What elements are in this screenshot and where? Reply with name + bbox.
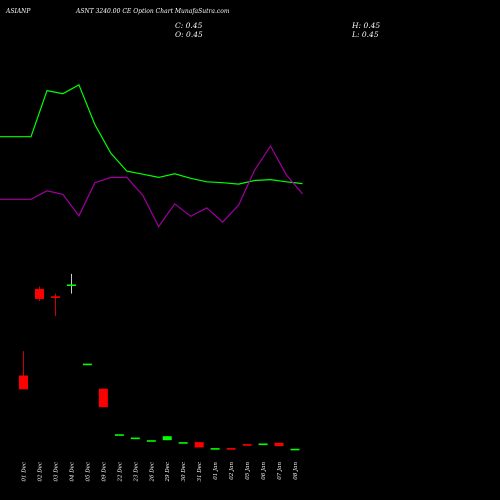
candle-body-22-dec: [114, 434, 124, 436]
candle-body-05-jan: [242, 444, 252, 446]
x-tick-label: 02 Dec: [37, 462, 43, 482]
candle-body-09-dec: [98, 388, 108, 408]
symbol-label: ASIANP: [6, 8, 31, 15]
x-tick-label: 02 Jan: [229, 462, 235, 480]
candle-body-23-dec: [130, 437, 140, 440]
low-value: L: 0.45: [352, 30, 379, 39]
candle-body-31-dec: [194, 442, 204, 448]
x-tick-label: 05 Dec: [85, 462, 91, 482]
indicator-line-2: [0, 144, 303, 228]
x-tick-label: 31 Dec: [197, 462, 203, 482]
x-tick-label: 08 Jan: [293, 462, 299, 480]
x-tick-label: 09 Dec: [101, 462, 107, 482]
open-value: O: 0.45: [175, 30, 203, 39]
candle-body-01-jan: [210, 448, 220, 450]
candle-body-06-jan: [258, 443, 268, 446]
candle-body-03-dec: [50, 296, 60, 298]
candle-body-29-dec: [162, 436, 172, 441]
candle-body-01-dec: [19, 375, 28, 390]
x-tick-label: 05 Jan: [245, 462, 251, 480]
high-value: H: 0.45: [352, 21, 381, 30]
candle-body-02-dec: [34, 289, 44, 299]
x-tick-label: 01 Jan: [213, 462, 219, 480]
x-tick-label: 06 Jan: [261, 462, 267, 480]
x-tick-label: 26 Dec: [149, 462, 155, 483]
x-tick-label: 22 Dec: [117, 462, 123, 483]
close-value: C: 0.45: [175, 21, 203, 30]
indicator-line-1: [0, 83, 303, 185]
x-tick-label: 30 Dec: [181, 462, 187, 482]
chart-subtitle: ASNT 3240.00 CE Option Chart MunafaSutra…: [76, 8, 230, 15]
x-tick-label: 04 Dec: [69, 462, 75, 482]
x-tick-label: 01 Dec: [22, 462, 28, 482]
candle-body-04-dec: [66, 284, 76, 287]
candle-body-07-jan: [274, 442, 284, 447]
candle-body-26-dec: [146, 440, 156, 442]
x-tick-label: 03 Dec: [53, 462, 59, 482]
candle-body-08-jan: [290, 448, 300, 451]
candle-body-02-jan: [226, 448, 236, 450]
x-tick-label: 07 Jan: [277, 462, 283, 480]
candle-body-05-dec: [82, 363, 92, 366]
x-tick-label: 29 Dec: [165, 462, 171, 483]
x-tick-label: 23 Dec: [133, 462, 139, 483]
candle-body-30-dec: [178, 442, 188, 444]
